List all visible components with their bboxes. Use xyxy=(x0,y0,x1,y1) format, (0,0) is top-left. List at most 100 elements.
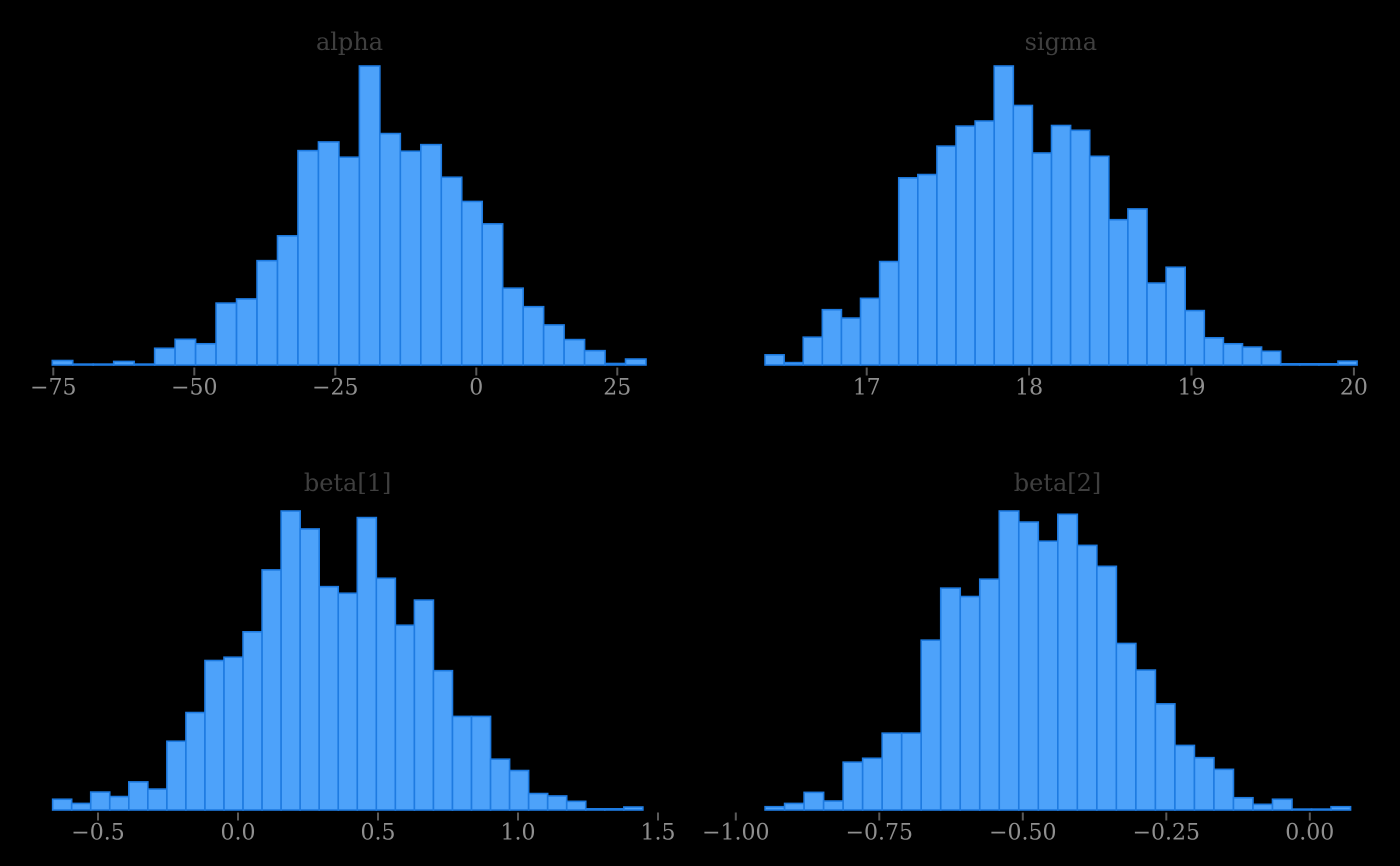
histogram-bar xyxy=(394,624,416,811)
histogram-bar xyxy=(89,791,111,811)
histogram-bar xyxy=(1184,309,1206,366)
histogram-bars xyxy=(764,65,1358,366)
histogram-bar xyxy=(623,806,644,811)
histogram-bar xyxy=(508,769,530,811)
histogram-bar xyxy=(840,317,862,366)
histogram-bar xyxy=(974,120,996,366)
histogram-bar xyxy=(489,758,511,811)
histogram-bar xyxy=(460,200,484,366)
histogram-bar xyxy=(108,795,130,811)
histogram-bar xyxy=(546,795,568,811)
histogram-bar xyxy=(1203,336,1225,366)
alpha-histogram-plot: −75 −50 −25 0 25 xyxy=(30,65,647,401)
histogram-bar xyxy=(897,177,919,366)
histogram-bar xyxy=(861,757,883,811)
x-axis-ticks: 17 18 19 20 xyxy=(853,367,1368,401)
histogram-bar xyxy=(317,141,340,366)
histogram-bar xyxy=(256,259,279,366)
histogram-bar xyxy=(959,595,981,811)
histogram-bar xyxy=(1088,155,1110,366)
sigma-histogram-plot: 17 18 19 20 xyxy=(764,65,1368,401)
histogram-bar xyxy=(1115,642,1137,811)
histogram-bar xyxy=(399,150,422,366)
x-tick-label: −75 xyxy=(30,376,76,401)
histogram-bar xyxy=(51,798,73,811)
histogram-bar xyxy=(1012,104,1034,366)
histogram-bar xyxy=(604,362,627,366)
histogram-bar xyxy=(1222,342,1244,366)
histogram-bar xyxy=(565,800,587,811)
histogram-bar xyxy=(1174,744,1196,811)
histogram-bar xyxy=(133,363,156,366)
histogram-bar xyxy=(451,715,473,811)
histogram-bar xyxy=(261,569,282,811)
histogram-bar xyxy=(194,342,217,366)
histogram-bar xyxy=(1050,124,1072,366)
histogram-bar xyxy=(174,338,197,366)
histogram-bar xyxy=(1076,544,1098,811)
histogram-bar xyxy=(1252,803,1274,811)
histogram-bar xyxy=(128,781,149,811)
histogram-bar xyxy=(204,659,225,811)
x-tick-label: 0.0 xyxy=(221,821,256,846)
histogram-bar xyxy=(542,324,565,366)
x-tick-label: −1.00 xyxy=(702,821,769,846)
x-tick-label: 25 xyxy=(603,376,631,401)
histogram-bar xyxy=(413,599,435,811)
histogram-bar xyxy=(1318,362,1339,366)
x-tick-label: −0.25 xyxy=(1133,821,1200,846)
histogram-bar xyxy=(978,578,1001,811)
histogram-bar xyxy=(223,656,244,811)
histogram-bar xyxy=(337,592,359,811)
plot-title-alpha: alpha xyxy=(315,28,384,56)
histogram-bar xyxy=(358,65,381,366)
histogram-bar xyxy=(51,359,74,366)
histogram-bar xyxy=(1213,768,1235,811)
histogram-bar xyxy=(1232,796,1254,811)
histogram-bar xyxy=(481,223,504,366)
histogram-bars xyxy=(764,510,1352,811)
histogram-bar xyxy=(501,287,524,366)
histogram-bar xyxy=(1127,208,1148,366)
histogram-bar xyxy=(356,516,378,811)
histogram-bar xyxy=(822,800,844,811)
x-tick-label: 1.0 xyxy=(501,821,536,846)
x-tick-label: 20 xyxy=(1340,376,1368,401)
x-tick-label: 0.00 xyxy=(1285,821,1334,846)
histogram-bar xyxy=(1096,565,1118,811)
histogram-bar xyxy=(993,65,1015,366)
histogram-bar xyxy=(1271,798,1293,811)
histogram-bar xyxy=(764,805,786,811)
histogram-bar xyxy=(470,715,492,811)
x-tick-label: −25 xyxy=(312,376,358,401)
histogram-bar xyxy=(527,792,549,811)
histogram-bar xyxy=(764,354,785,366)
histogram-bar xyxy=(419,143,443,366)
x-axis-ticks: −0.5 0.0 0.5 1.0 1.5 xyxy=(71,812,676,846)
histogram-bar xyxy=(900,732,923,811)
histogram-bar xyxy=(1310,808,1332,811)
histogram-bar xyxy=(153,347,176,366)
histogram-bar xyxy=(1108,218,1129,366)
histogram-bar xyxy=(1057,513,1079,811)
histogram-bar xyxy=(878,260,900,366)
plot-title-sigma: sigma xyxy=(1024,28,1098,56)
histogram-bar xyxy=(842,761,864,811)
histogram-bar xyxy=(522,305,545,366)
histogram-bar xyxy=(783,361,805,366)
histogram-bar xyxy=(998,510,1020,811)
histogram-bar xyxy=(603,807,625,811)
histogram-bar xyxy=(440,176,463,366)
x-tick-label: 0.5 xyxy=(361,821,396,846)
x-tick-label: 17 xyxy=(853,376,881,401)
histogram-bar xyxy=(936,145,957,366)
histogram-bar xyxy=(432,669,454,811)
histogram-bars xyxy=(51,65,647,366)
histogram-bar xyxy=(803,791,825,811)
beta2-histogram-plot: −1.00 −0.75 −0.50 −0.25 0.00 xyxy=(702,510,1352,846)
histogram-bar xyxy=(1165,266,1186,366)
plot-title-beta2: beta[2] xyxy=(1013,469,1102,497)
histogram-bar xyxy=(1241,346,1263,366)
histogram-bar xyxy=(859,297,881,366)
